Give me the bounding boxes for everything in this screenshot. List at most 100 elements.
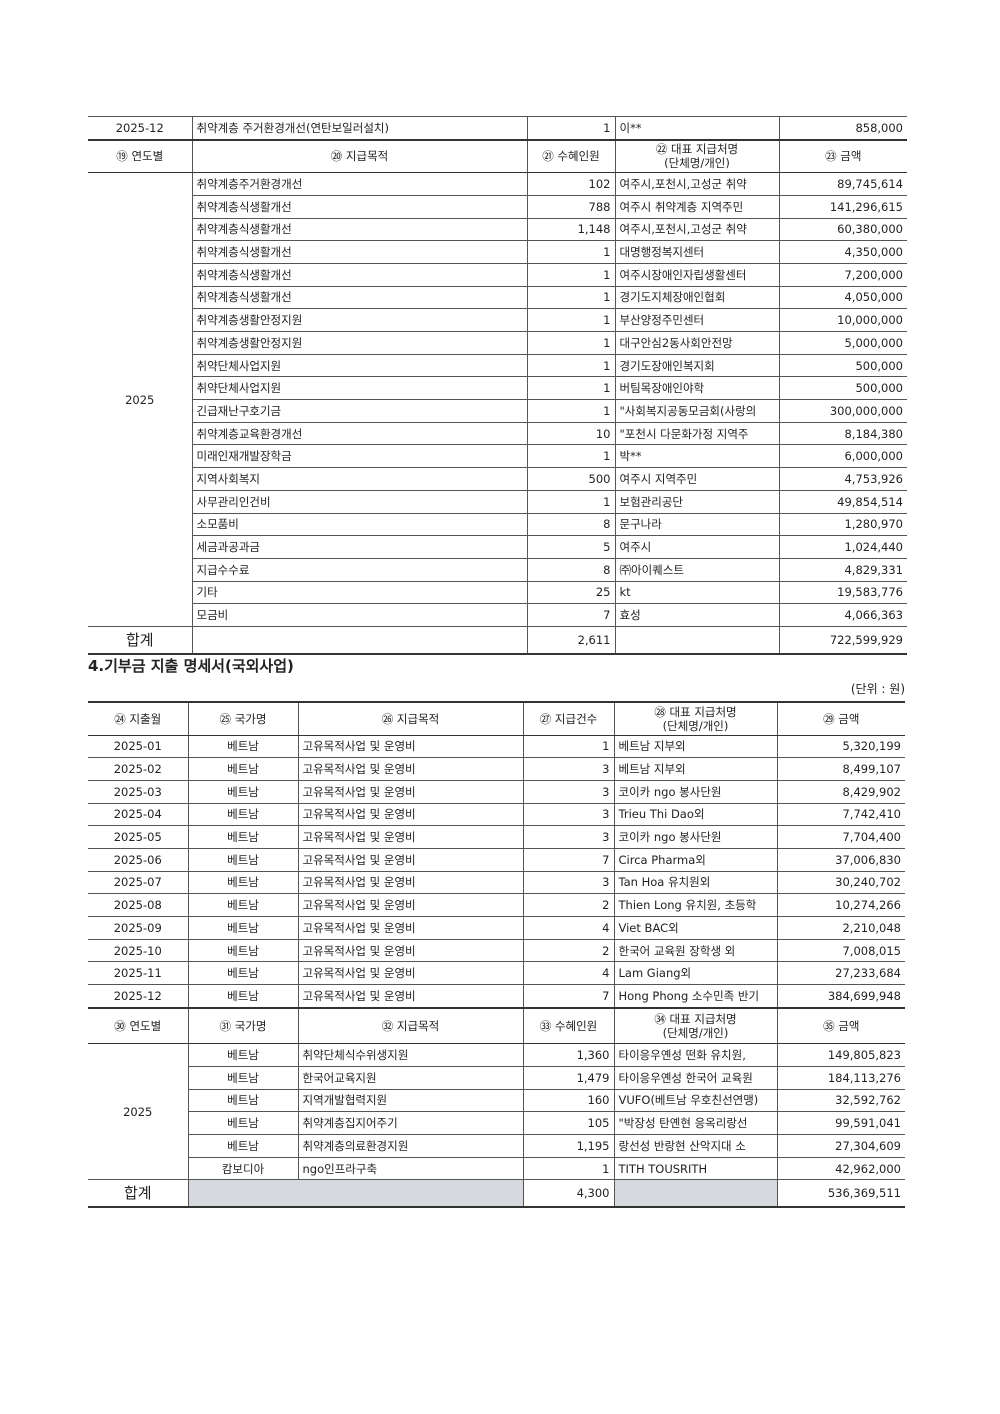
total-label: 합계: [88, 1179, 189, 1209]
payee: 효성: [614, 603, 780, 627]
purpose: 사무관리인건비: [192, 489, 528, 514]
purpose: 소모품비: [192, 512, 528, 537]
table-row: 기타 25 kt 19,583,776: [88, 580, 907, 605]
amount: 89,745,614: [778, 172, 907, 196]
payee: Hong Phong 소수민족 반기: [613, 984, 778, 1009]
amount: 27,304,609: [776, 1134, 905, 1158]
country: 캄보디아: [188, 1156, 299, 1181]
header-row: ㉔ 지출월 ㉕ 국가명 ㉖ 지급목적 ㉗ 지급건수 ㉘ 대표 지급처명 (단체명/…: [88, 701, 905, 736]
purpose: 취약계층식생활개선: [192, 285, 528, 310]
table-row: 지역사회복지 500 여주시 지역주민 4,753,926: [88, 467, 907, 491]
recipients: 1: [526, 489, 616, 514]
amount: 4,066,363: [778, 603, 907, 627]
payee: 여주시: [614, 535, 780, 559]
country: 베트남: [187, 734, 299, 759]
amount: 19,583,776: [778, 580, 907, 605]
year-cell: 2025: [88, 1043, 189, 1181]
header-payee-label: ㉘ 대표 지급처명: [654, 704, 737, 719]
month: 2025-05: [88, 825, 189, 849]
header-count: ㉗ 지급건수: [522, 701, 615, 736]
header-month: ㉔ 지출월: [88, 701, 189, 736]
table-row: 2025-02 베트남 고유목적사업 및 운영비 3 베트남 지부외 8,499,107: [88, 757, 905, 781]
purpose: 지역사회복지: [192, 467, 528, 491]
count: 2: [522, 938, 615, 963]
month: 2025-06: [88, 847, 189, 872]
table-row: 취약계층교육환경개선 10 "포천시 다문화가정 지역주 8,184,380: [88, 421, 907, 446]
payee: 베트남 지부외: [613, 757, 778, 781]
amount: 300,000,000: [778, 399, 907, 423]
month: 2025-12: [88, 115, 193, 141]
purpose: 고유목적사업 및 운영비: [297, 825, 524, 849]
recipients: 8: [526, 512, 616, 537]
table-row: 취약계층생활안정지원 1 대구안심2동사회안전망 5,000,000: [88, 331, 907, 355]
amount: 1,024,440: [778, 535, 907, 559]
count: 2: [522, 893, 615, 917]
amount: 8,499,107: [776, 757, 905, 781]
recipients: 1: [526, 285, 616, 310]
total-purpose-empty: [191, 625, 528, 655]
recipients: 105: [522, 1111, 615, 1135]
amount: 1,280,970: [778, 512, 907, 537]
table-row: 세금과공과금 5 여주시 1,024,440: [88, 535, 907, 559]
header-payee: ㉒ 대표 지급처명 (단체명/개인): [614, 138, 780, 174]
purpose: 취약단체식수위생지원: [297, 1043, 524, 1067]
amount: 4,050,000: [778, 285, 907, 310]
month: 2025-04: [88, 802, 189, 827]
count: 1: [522, 734, 615, 759]
count: 3: [522, 825, 615, 849]
purpose: 고유목적사업 및 운영비: [297, 916, 524, 940]
total-row: 합계 4,300 536,369,511: [88, 1179, 905, 1209]
country: 베트남: [187, 916, 299, 940]
purpose: 취약계층식생활개선: [192, 240, 528, 264]
table-row: 2025-01 베트남 고유목적사업 및 운영비 1 베트남 지부외 5,320,199: [88, 734, 905, 759]
table-row: 소모품비 8 문구나라 1,280,970: [88, 512, 907, 537]
country: 베트남: [187, 984, 299, 1009]
month: 2025-01: [88, 734, 189, 759]
purpose: 고유목적사업 및 운영비: [297, 938, 524, 963]
recipients: 1,195: [522, 1134, 615, 1158]
table-row: 2025-03 베트남 고유목적사업 및 운영비 3 코이카 ngo 봉사단원 8,429…: [88, 779, 905, 804]
payee: 부산양정주민센터: [614, 308, 780, 332]
month: 2025-08: [88, 893, 189, 917]
table-row: 베트남 한국어교육지원 1,479 타이응우옌성 한국어 교육원 184,113,276: [88, 1065, 905, 1090]
table-row: 2025-04 베트남 고유목적사업 및 운영비 3 Trieu Thi Dao외 7,7…: [88, 802, 905, 827]
country: 베트남: [187, 961, 299, 986]
total-shaded-cell: [187, 1179, 524, 1209]
payee: VUFO(베트남 우호친선연맹): [613, 1088, 778, 1113]
purpose: 취약단체사업지원: [192, 376, 528, 401]
header-recipients: ㉝ 수혜인원: [522, 1006, 615, 1045]
purpose: 고유목적사업 및 운영비: [297, 802, 524, 827]
amount: 4,829,331: [778, 557, 907, 582]
recipients: 788: [526, 194, 616, 219]
payee: Trieu Thi Dao외: [613, 802, 778, 827]
purpose: 고유목적사업 및 운영비: [297, 984, 524, 1009]
table-row: 취약단체사업지원 1 경기도장애인복지회 500,000: [88, 353, 907, 378]
count: 4: [522, 916, 615, 940]
purpose: 기타: [192, 580, 528, 605]
amount: 42,962,000: [776, 1156, 905, 1181]
country: 베트남: [187, 802, 299, 827]
recipients: 1: [526, 331, 616, 355]
purpose: 취약계층식생활개선: [192, 194, 528, 219]
purpose: 취약계층 주거환경개선(연탄보일러설치): [191, 115, 528, 141]
header-recipients: ㉑ 수혜인원: [526, 138, 616, 174]
payee: "박장성 탄옌현 응옥리랑선: [613, 1111, 778, 1135]
table-row: 2025-12 베트남 고유목적사업 및 운영비 7 Hong Phong 소수민족 반…: [88, 984, 905, 1009]
payee: "사회복지공동모금회(사랑의: [614, 399, 780, 423]
month: 2025-12: [88, 984, 189, 1009]
total-amount: 536,369,511: [776, 1179, 905, 1209]
section-title: 4.기부금 지출 명세서(국외사업): [88, 657, 294, 675]
month: 2025-09: [88, 916, 189, 940]
amount: 32,592,762: [776, 1088, 905, 1113]
purpose: 모금비: [192, 603, 528, 627]
recipients: 1: [526, 308, 616, 332]
header-payee-sub: (단체명/개인): [664, 156, 730, 171]
payee: "포천시 다문화가정 지역주: [614, 421, 780, 446]
total-payee-empty: [614, 625, 780, 655]
country: 베트남: [187, 825, 299, 849]
total-shaded-payee: [613, 1179, 778, 1209]
recipients: 8: [526, 557, 616, 582]
month: 2025-11: [88, 961, 189, 986]
payee: 한국어 교육원 장학생 외: [613, 938, 778, 963]
total-label: 합계: [88, 625, 193, 655]
